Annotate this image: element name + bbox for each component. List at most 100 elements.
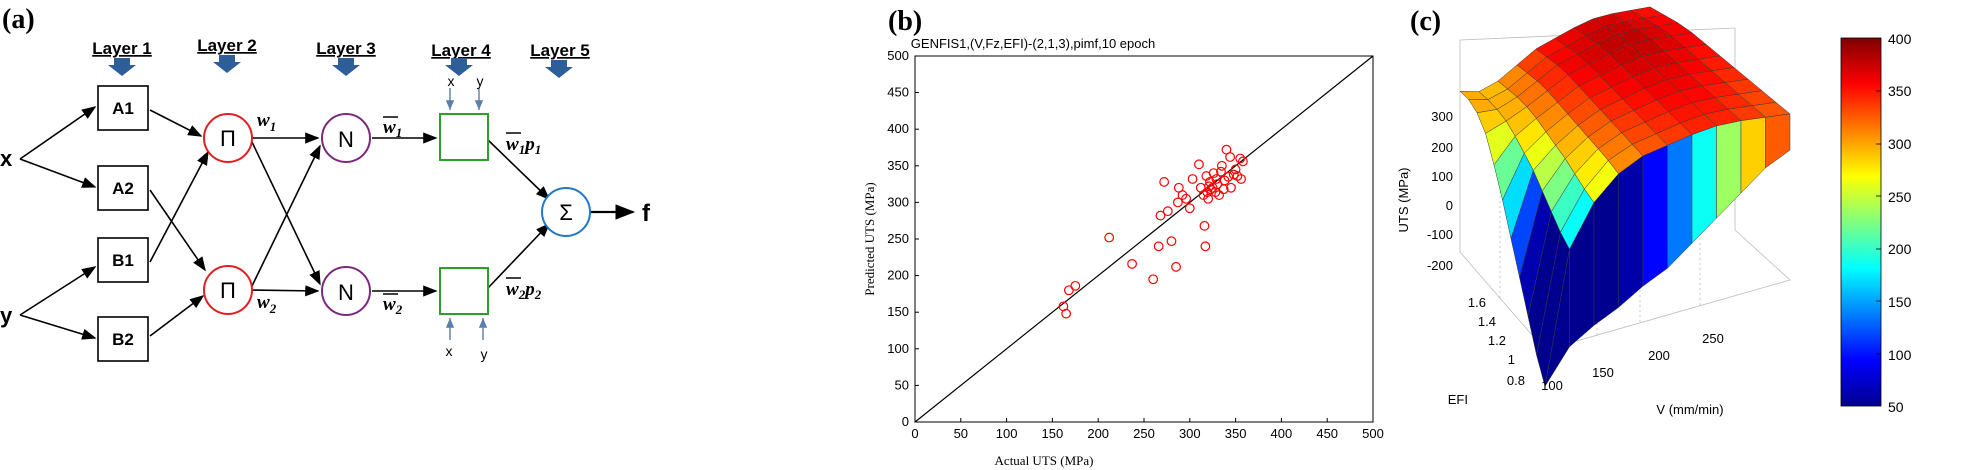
surface-cell xyxy=(1565,35,1599,55)
surface-cell xyxy=(1691,97,1729,115)
surface-front-cell xyxy=(1593,173,1619,326)
layer4-input-arrows xyxy=(445,88,488,340)
surface-cell xyxy=(1620,55,1656,77)
data-point xyxy=(1061,308,1072,319)
node-a1-label: A1 xyxy=(112,99,134,118)
data-point xyxy=(1195,182,1206,193)
colorbar-tick: 350 xyxy=(1888,83,1912,99)
surface-cell xyxy=(1633,99,1669,123)
layer-4-label: Layer 4 xyxy=(431,41,491,60)
input-y-label: y xyxy=(0,303,13,328)
efi-tick: 1.6 xyxy=(1468,295,1486,310)
surface-front-cell xyxy=(1569,202,1595,348)
surface-front-cell xyxy=(1667,134,1693,269)
surface-cell xyxy=(1497,64,1528,90)
data-point xyxy=(1232,171,1243,181)
x-tick-label: 100 xyxy=(996,426,1018,441)
surface-cell xyxy=(1577,43,1610,65)
weight-w2: w2 xyxy=(257,292,277,316)
data-point xyxy=(1187,174,1198,184)
data-point xyxy=(1070,280,1081,291)
surface-cell xyxy=(1516,48,1548,74)
surface-cell xyxy=(1551,173,1585,233)
v-axis-label: V (mm/min) xyxy=(1656,402,1723,417)
output-f-label: f xyxy=(642,200,651,227)
surface-cell xyxy=(1547,74,1580,103)
surface-cell xyxy=(1624,18,1659,30)
v-tick: 200 xyxy=(1648,348,1670,363)
surface-cell xyxy=(1478,80,1509,100)
v-axis-ticks: 100 150 200 250 xyxy=(1541,331,1724,393)
x-tick-label: 500 xyxy=(1362,426,1384,441)
surface-cell xyxy=(1587,120,1622,150)
surface-cell xyxy=(1670,32,1707,48)
surface-cell xyxy=(1536,64,1569,92)
svg-text:w1: w1 xyxy=(383,117,402,140)
surface-cell xyxy=(1629,39,1665,57)
surface-cell xyxy=(1556,53,1590,76)
y-tick-label: 250 xyxy=(887,231,909,246)
node-a2-label: A2 xyxy=(112,179,134,198)
y-axis-label: Predicted UTS (MPa) xyxy=(862,182,877,295)
data-point xyxy=(1204,181,1214,192)
efi-tick: 1.4 xyxy=(1478,314,1496,329)
surface-cell xyxy=(1526,56,1558,82)
colorbar xyxy=(1840,37,1882,407)
down-arrow-icon xyxy=(213,55,241,73)
y-tick-label: 150 xyxy=(887,304,909,319)
surface-cell xyxy=(1516,80,1548,108)
colorbar-tick: 150 xyxy=(1888,294,1912,310)
data-point xyxy=(1181,193,1192,204)
node-a1: A1 xyxy=(97,85,149,131)
data-point xyxy=(1216,166,1226,177)
plot-area xyxy=(914,55,1374,423)
data-point xyxy=(1228,169,1239,180)
normalized-weight-1: w1 xyxy=(383,116,402,140)
layer4-input-y-bottom: y xyxy=(481,346,488,362)
surface-front-cell xyxy=(1544,249,1570,387)
efi-tick: 0.8 xyxy=(1507,373,1525,388)
data-point xyxy=(1200,241,1211,252)
surface-cell xyxy=(1577,109,1612,138)
x-tick-label: 50 xyxy=(954,426,968,441)
consequent-node-1 xyxy=(439,113,489,161)
data-point xyxy=(1216,160,1227,171)
surface-cell xyxy=(1557,85,1590,115)
data-point xyxy=(1198,190,1209,200)
x-tick-label: 350 xyxy=(1225,426,1247,441)
y-tick-label: 450 xyxy=(887,85,909,100)
sum-icon: Σ xyxy=(559,200,573,225)
efi-axis-ticks: 1.6 1.4 1.2 1 0.8 xyxy=(1468,295,1525,388)
surface-cell xyxy=(1621,121,1657,145)
layer-3-label: Layer 3 xyxy=(316,39,376,58)
v-tick: 150 xyxy=(1592,365,1614,380)
data-points xyxy=(1058,144,1248,319)
colorbar-tick-marks xyxy=(1876,90,1881,355)
colorbar-tick: 250 xyxy=(1888,189,1912,205)
surface-cell xyxy=(1675,59,1713,75)
layer4-input-x-bottom: x xyxy=(446,343,453,359)
layer4-input-y-top: y xyxy=(477,73,484,89)
surface-cell xyxy=(1607,143,1644,175)
surface-cell xyxy=(1611,10,1646,22)
y-tick-label: 500 xyxy=(887,48,909,63)
z-tick: 100 xyxy=(1431,169,1453,184)
node-b2: B2 xyxy=(97,316,149,362)
surface-cell xyxy=(1585,26,1619,44)
node-a2: A2 xyxy=(97,165,149,211)
surface-cell xyxy=(1564,136,1599,175)
surface-cell xyxy=(1644,79,1680,101)
z-axis-label: UTS (MPa) xyxy=(1396,168,1411,233)
svg-text:w2p2: w2p2 xyxy=(506,279,542,302)
surface-cell xyxy=(1714,93,1753,110)
down-arrow-icon xyxy=(545,60,573,78)
norm-node-1: N xyxy=(321,113,371,163)
surface-cell xyxy=(1599,64,1634,88)
x-tick-label: 250 xyxy=(1133,426,1155,441)
surface-cell xyxy=(1567,63,1601,87)
data-point xyxy=(1230,164,1241,175)
z-tick: 0 xyxy=(1446,198,1453,213)
data-point xyxy=(1199,220,1210,231)
data-point xyxy=(1194,159,1204,170)
surface-cell xyxy=(1641,50,1678,69)
